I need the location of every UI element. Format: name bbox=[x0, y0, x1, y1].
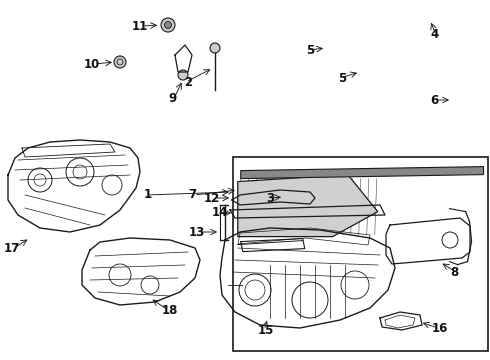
Circle shape bbox=[283, 188, 297, 202]
Text: 10: 10 bbox=[84, 58, 100, 71]
Text: 5: 5 bbox=[338, 72, 346, 85]
Bar bbox=[233, 157, 488, 351]
Polygon shape bbox=[238, 175, 378, 237]
Text: 18: 18 bbox=[162, 303, 178, 316]
Circle shape bbox=[165, 22, 172, 28]
Text: 3: 3 bbox=[266, 192, 274, 204]
Circle shape bbox=[161, 18, 175, 32]
Text: 16: 16 bbox=[432, 321, 448, 334]
Circle shape bbox=[346, 199, 356, 210]
Text: 15: 15 bbox=[258, 324, 274, 337]
Circle shape bbox=[348, 202, 353, 207]
Circle shape bbox=[286, 191, 294, 199]
Circle shape bbox=[114, 56, 126, 68]
Polygon shape bbox=[241, 167, 484, 179]
Text: 6: 6 bbox=[430, 94, 438, 107]
Circle shape bbox=[286, 185, 296, 195]
Text: 8: 8 bbox=[450, 266, 458, 279]
Text: 13: 13 bbox=[189, 225, 205, 238]
Text: 1: 1 bbox=[144, 189, 152, 202]
Circle shape bbox=[288, 187, 293, 192]
Text: 17: 17 bbox=[4, 242, 20, 255]
Text: 14: 14 bbox=[212, 207, 228, 220]
Text: 9: 9 bbox=[168, 91, 176, 104]
Text: 12: 12 bbox=[204, 192, 220, 204]
Text: 11: 11 bbox=[132, 19, 148, 32]
Text: 4: 4 bbox=[430, 28, 438, 41]
Text: 5: 5 bbox=[306, 44, 314, 57]
Text: 7: 7 bbox=[188, 189, 196, 202]
Text: 2: 2 bbox=[184, 76, 192, 89]
Circle shape bbox=[178, 70, 188, 80]
Circle shape bbox=[210, 43, 220, 53]
